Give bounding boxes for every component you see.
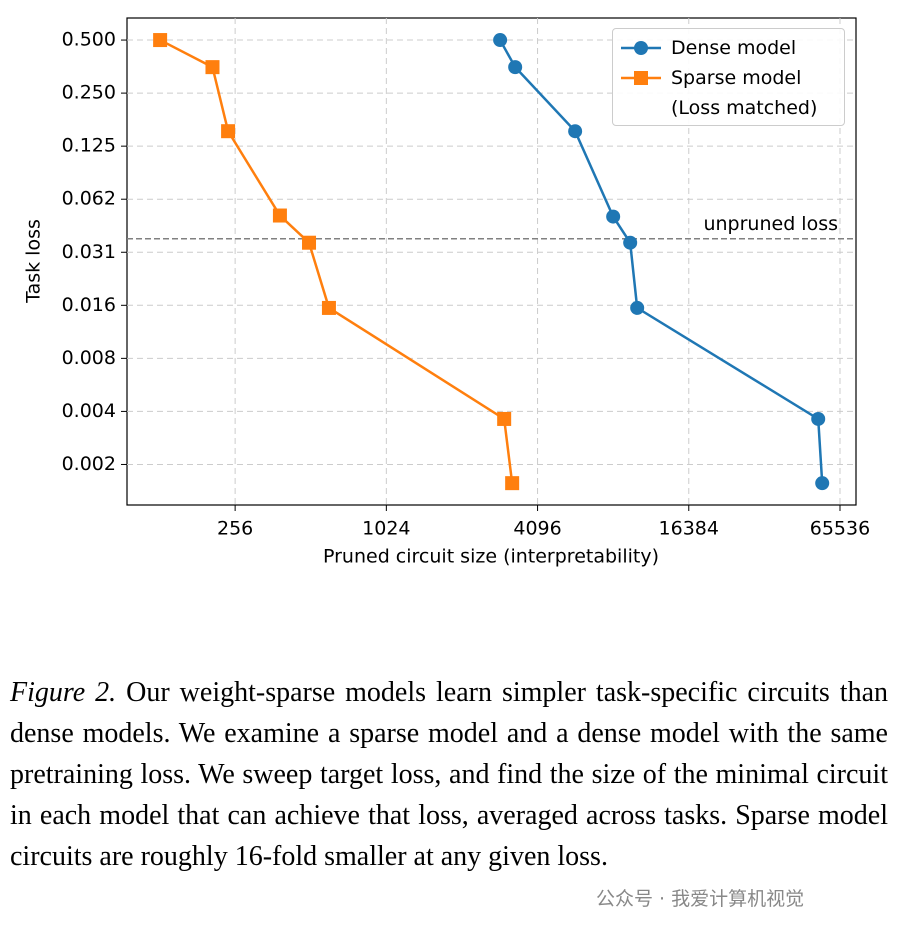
data-point [505, 476, 520, 491]
data-point [568, 124, 583, 139]
y-tick-label: 0.500 [62, 29, 116, 51]
legend-icon [621, 71, 661, 85]
y-tick-label: 0.125 [62, 135, 116, 157]
chart: Pruned circuit size (interpretability) T… [23, 17, 870, 568]
data-point [493, 33, 508, 48]
data-point [623, 235, 638, 250]
x-tick-label: 4096 [513, 518, 561, 540]
x-tick-label: 256 [217, 518, 253, 540]
caption-text: Our weight-sparse models learn simpler t… [10, 677, 888, 872]
data-point [321, 300, 336, 315]
y-tick-label: 0.002 [62, 453, 116, 475]
data-point [811, 411, 826, 426]
x-axis-label: Pruned circuit size (interpretability) [323, 546, 659, 568]
data-point [205, 60, 220, 75]
series-line [159, 38, 514, 484]
x-tick-label: 16384 [659, 518, 719, 540]
data-point [221, 124, 236, 139]
reference-label: unpruned loss [703, 213, 838, 235]
legend-label: Sparse model (Loss matched) [671, 67, 818, 119]
legend-label: Dense model [671, 37, 797, 59]
plot-frame [126, 17, 857, 506]
y-tick-label: 0.250 [62, 82, 116, 104]
y-axis-label: Task loss [23, 219, 45, 304]
data-point [630, 300, 645, 315]
series-line [499, 39, 824, 484]
data-point [497, 411, 512, 426]
marker [634, 71, 648, 85]
y-tick-label: 0.008 [62, 347, 116, 369]
watermark: 公众号 · 我爱计算机视觉 [596, 888, 805, 910]
y-tick-label: 0.031 [62, 241, 116, 263]
figure-caption: Figure 2. Our weight-sparse models learn… [10, 672, 888, 877]
y-tick-label: 0.016 [62, 294, 116, 316]
legend: Dense model Sparse model (Loss matched) [612, 28, 845, 126]
data-point [508, 60, 523, 75]
data-point [302, 235, 317, 250]
legend-icon [621, 41, 661, 55]
caption-label: Figure 2. [10, 677, 117, 708]
legend-entry: Sparse model (Loss matched) [619, 63, 817, 123]
x-tick-label: 1024 [362, 518, 410, 540]
x-tick-label: 65536 [810, 518, 870, 540]
data-point [606, 209, 621, 224]
data-point [272, 208, 287, 223]
y-tick-label: 0.004 [62, 400, 116, 422]
legend-entry: Dense model [619, 33, 796, 63]
data-point [815, 476, 830, 491]
marker [634, 41, 648, 55]
y-tick-label: 0.062 [62, 188, 116, 210]
data-point [153, 33, 168, 48]
